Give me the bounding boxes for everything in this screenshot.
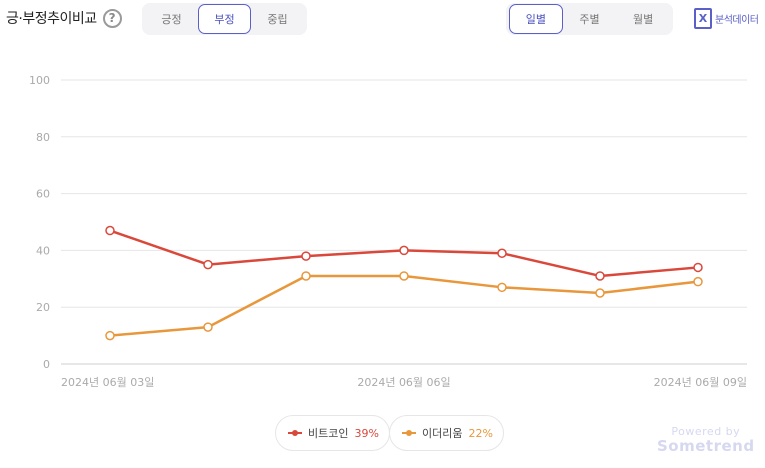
data-point: [203, 322, 213, 332]
tab-positive[interactable]: 긍정: [161, 13, 182, 26]
legend-item-bitcoin[interactable]: 비트코인 39%: [275, 415, 390, 451]
excel-icon: X: [694, 8, 712, 29]
x-tick-label: 2024년 06월 06일: [357, 375, 450, 389]
y-tick-label: 60: [36, 188, 50, 201]
brand-logo-text: Sometrend: [657, 437, 755, 455]
period-toggle-group: 일별 주별 월별: [506, 3, 673, 35]
legend-item-ethereum[interactable]: 이더리움 22%: [389, 415, 504, 451]
trend-line-chart: 0 20 40 60 80 100 2024년 06월 03일 2024년 06월 06일 20…: [29, 74, 747, 389]
export-data-label: 분석데이터: [715, 15, 759, 26]
data-point: [301, 251, 311, 261]
legend-label: 비트코인: [308, 427, 349, 440]
data-point: [595, 271, 605, 281]
y-tick-label: 80: [36, 131, 50, 144]
legend-swatch: [288, 429, 302, 437]
x-tick-label: 2024년 06월 03일: [61, 375, 154, 389]
brand-watermark: Powered by Sometrend: [657, 425, 755, 455]
data-point: [105, 330, 115, 341]
tab-daily[interactable]: 일별: [509, 4, 563, 34]
page-title: 긍·부정추이비교: [6, 11, 97, 27]
legend-percent: 39%: [354, 426, 379, 440]
data-point: [693, 276, 703, 287]
data-point: [105, 225, 115, 236]
y-tick-label: 100: [29, 74, 50, 87]
legend-label: 이더리움: [422, 427, 463, 440]
y-tick-label: 0: [43, 358, 50, 371]
data-point: [595, 288, 605, 298]
data-point: [497, 248, 507, 258]
data-point: [399, 245, 409, 256]
y-tick-label: 40: [36, 244, 50, 257]
legend-swatch: [402, 429, 416, 437]
series-line-1: [109, 274, 699, 337]
chart-title-group: 긍·부정추이비교 ?: [6, 8, 122, 28]
tab-neutral[interactable]: 중립: [267, 13, 288, 26]
tab-weekly[interactable]: 주별: [579, 13, 600, 26]
legend-percent: 22%: [468, 426, 493, 440]
export-data-button[interactable]: X 분석데이터: [694, 8, 759, 29]
data-point: [203, 259, 213, 270]
data-point: [399, 271, 409, 281]
y-tick-label: 20: [36, 301, 50, 314]
tab-monthly[interactable]: 월별: [633, 13, 654, 26]
sentiment-toggle-group: 긍정 부정 중립: [142, 3, 307, 35]
data-point: [497, 282, 507, 293]
tab-negative[interactable]: 부정: [198, 4, 251, 34]
brand-powered-text: Powered by: [671, 425, 741, 438]
data-point: [301, 271, 311, 281]
help-icon[interactable]: ?: [102, 8, 122, 28]
x-tick-label: 2024년 06월 09일: [654, 375, 747, 389]
data-point: [693, 262, 703, 273]
